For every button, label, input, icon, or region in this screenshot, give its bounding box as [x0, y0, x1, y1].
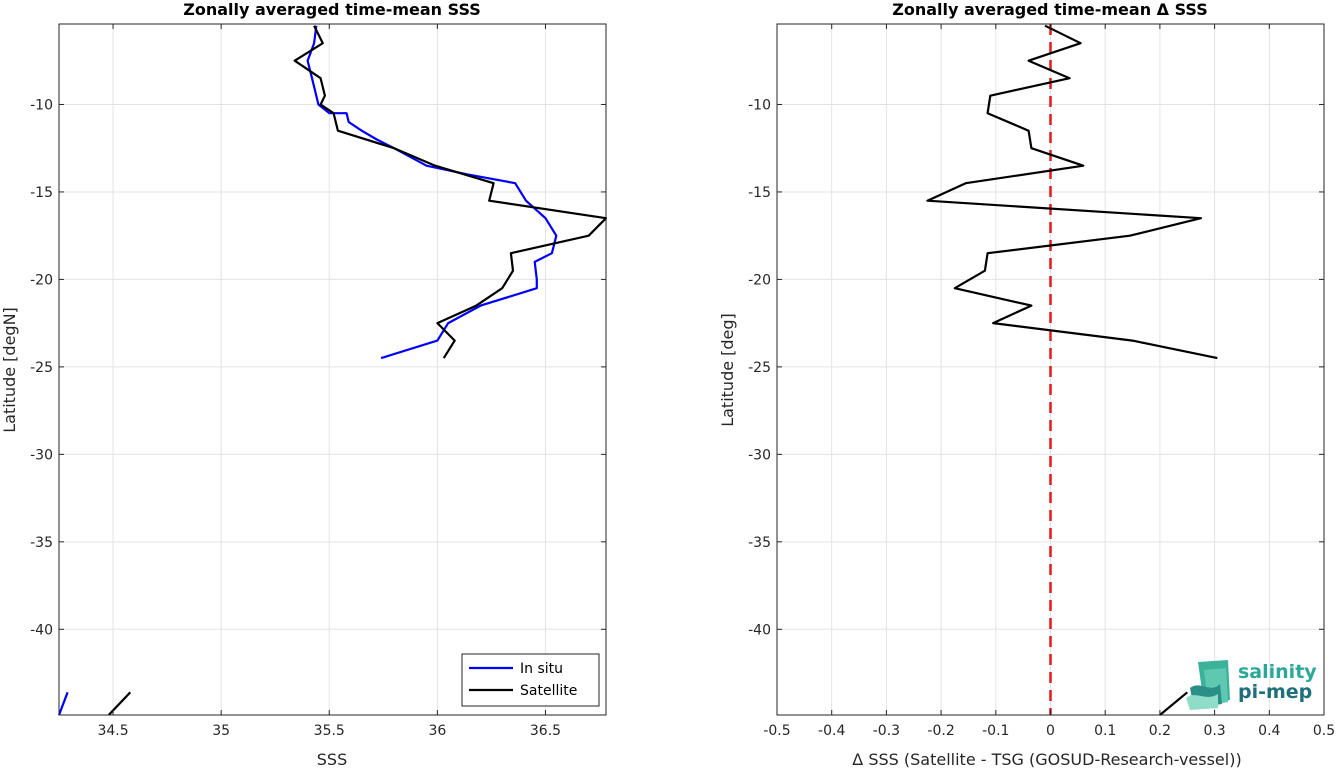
delta-sss-x-tick-label: 0.2 — [1149, 723, 1171, 739]
delta-sss-y-axis-label: Latitude [deg] — [718, 313, 737, 427]
sss-in-situ-tail-segment — [57, 691, 69, 716]
wave-logo-icon — [1186, 660, 1230, 710]
delta-sss-y-tick-label: -20 — [748, 272, 771, 288]
sss-x-tick-label: 36 — [428, 723, 446, 739]
logo-line-2: pi-mep — [1238, 681, 1312, 703]
sss-y-axis-label: Latitude [degN] — [0, 307, 19, 433]
sss-x-tick-label: 36.5 — [530, 723, 561, 739]
delta-sss-x-axis-label: Δ SSS (Satellite - TSG (GOSUD-Research-v… — [852, 750, 1241, 769]
sss-satellite-tail-segment — [107, 691, 132, 716]
delta-sss-x-tick-label: 0.3 — [1203, 723, 1225, 739]
sss-x-tick-label: 35 — [212, 723, 230, 739]
delta-sss-x-tick-label: -0.1 — [982, 723, 1009, 739]
sss-legend: In situ Satellite — [461, 653, 600, 707]
sss-y-tick-label: -30 — [30, 447, 53, 463]
delta-sss-y-tick-label: -15 — [748, 185, 771, 201]
sss-tick-labels: 34.5 35 35.5 36 36.5 -10 -15 -20 -25 -30 -35 -40 — [30, 24, 606, 739]
delta-sss-x-tick-label: -0.4 — [818, 723, 845, 739]
legend-in-situ-label: In situ — [520, 661, 563, 677]
delta-sss-tick-labels: -0.5 -0.4 -0.3 -0.2 -0.1 0 0.1 0.2 0.3 0.4 0.5 -10 -… — [748, 24, 1335, 739]
legend-box — [461, 653, 600, 707]
delta-sss-x-tick-label: -0.5 — [763, 723, 790, 739]
legend-satellite-label: Satellite — [520, 683, 577, 699]
delta-sss-series-0-tail-segment — [1159, 691, 1189, 716]
delta-sss-x-tick-label: 0.5 — [1313, 723, 1335, 739]
sss-y-tick-label: -10 — [30, 97, 53, 113]
sss-y-tick-label: -40 — [30, 622, 53, 638]
delta-sss-panel: Zonally averaged time-mean Δ SSS -0.5 -0.… — [718, 0, 1335, 769]
sss-chart-title: Zonally averaged time-mean SSS — [183, 0, 481, 19]
sss-y-tick-label: -15 — [30, 185, 53, 201]
sss-x-tick-label: 34.5 — [97, 723, 128, 739]
sss-y-tick-label: -35 — [30, 535, 53, 551]
sss-series-layer — [57, 25, 608, 716]
delta-sss-x-tick-label: -0.2 — [927, 723, 954, 739]
sss-grid — [59, 24, 606, 715]
sss-axes-box — [58, 23, 607, 716]
delta-sss-chart-title: Zonally averaged time-mean Δ SSS — [892, 0, 1208, 19]
delta-sss-series-0-line — [926, 24, 1218, 360]
delta-sss-x-tick-label: 0 — [1046, 723, 1055, 739]
sss-y-tick-label: -20 — [30, 272, 53, 288]
delta-sss-series-layer — [926, 24, 1218, 716]
sss-x-tick-label: 35.5 — [314, 723, 345, 739]
sss-x-axis-label: SSS — [317, 750, 347, 769]
delta-sss-y-tick-label: -35 — [748, 535, 771, 551]
delta-sss-x-tick-label: -0.3 — [873, 723, 900, 739]
delta-sss-x-tick-label: 0.1 — [1094, 723, 1116, 739]
delta-sss-y-tick-label: -40 — [748, 622, 771, 638]
sss-satellite-line — [293, 25, 608, 359]
delta-sss-y-tick-label: -30 — [748, 447, 771, 463]
logo-line-1: salinity — [1238, 661, 1317, 683]
delta-sss-y-tick-label: -10 — [748, 97, 771, 113]
salinity-pi-mep-logo: salinity pi-mep — [1186, 660, 1317, 710]
delta-sss-x-tick-label: 0.4 — [1258, 723, 1280, 739]
sss-panel: Zonally averaged time-mean SSS 34.5 35 35.… — [0, 0, 608, 769]
delta-sss-y-tick-label: -25 — [748, 360, 771, 376]
sss-y-tick-label: -25 — [30, 360, 53, 376]
